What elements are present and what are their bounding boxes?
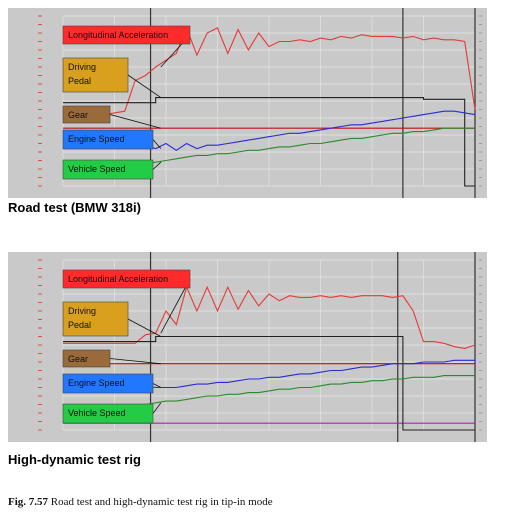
- legend-driving-pedal-box: [62, 301, 129, 337]
- test-rig-chart-svg: Longitudinal Acceleration Driving Pedal Gea…: [38, 252, 482, 442]
- test-rig-caption: High-dynamic test rig: [8, 452, 141, 467]
- legend-engine-speed-label: Engine Speed: [68, 378, 125, 388]
- legend-vehicle-speed-leader: [152, 161, 162, 170]
- legend-driving-pedal-leader: [127, 74, 162, 98]
- legend-engine-speed: Engine Speed: [62, 129, 162, 150]
- test-rig-chart: Longitudinal Acceleration Driving Pedal Gea…: [8, 252, 487, 442]
- figure-label: Fig. 7.57: [8, 496, 49, 508]
- legend-engine-speed-leader: [152, 139, 162, 149]
- legend-gear-label: Gear: [68, 110, 88, 120]
- legend-driving-pedal-box: [62, 57, 129, 93]
- legend-vehicle-speed-box: [62, 159, 154, 180]
- legend-gear-box: [62, 349, 111, 368]
- legend-gear-leader: [109, 358, 161, 365]
- road-test-chart: Longitudinal Acceleration Driving Pedal Gea…: [8, 8, 487, 198]
- legend-gear: Gear: [62, 105, 161, 129]
- series-driving-pedal: [63, 335, 475, 431]
- legend-driving-pedal: Driving Pedal: [62, 301, 162, 337]
- grid: [62, 15, 476, 187]
- legend-driving-pedal-label: Driving: [68, 62, 96, 72]
- legend-vehicle-speed-box: [62, 403, 154, 424]
- legend-vehicle-speed-label: Vehicle Speed: [68, 408, 126, 418]
- series-longitudinal-acceleration: [63, 26, 476, 116]
- legend-engine-speed-box: [62, 129, 154, 150]
- legend-engine-speed-leader: [152, 383, 162, 388]
- legend-longitudinal-acceleration-box: [62, 269, 191, 289]
- series-longitudinal-acceleration: [63, 285, 476, 349]
- legend-vehicle-speed: Vehicle Speed: [62, 402, 162, 424]
- legend-vehicle-speed: Vehicle Speed: [62, 159, 162, 180]
- legend-gear-label: Gear: [68, 354, 88, 364]
- road-test-caption: Road test (BMW 318i): [8, 200, 141, 215]
- legend-longitudinal-acceleration: Longitudinal Acceleration: [62, 25, 191, 68]
- grid: [62, 259, 476, 431]
- legend-gear-leader: [109, 114, 161, 129]
- legend-driving-pedal-label: Pedal: [68, 320, 91, 330]
- legend-engine-speed: Engine Speed: [62, 373, 162, 394]
- road-test-chart-svg: Longitudinal Acceleration Driving Pedal Gea…: [38, 8, 482, 198]
- legend-vehicle-speed-label: Vehicle Speed: [68, 164, 126, 174]
- legend-gear: Gear: [62, 349, 161, 368]
- legend-engine-speed-box: [62, 373, 154, 394]
- legend-longitudinal-acceleration: Longitudinal Acceleration: [62, 269, 191, 334]
- legend-longitudinal-acceleration-label: Longitudinal Acceleration: [68, 30, 168, 40]
- legend-driving-pedal-label: Driving: [68, 306, 96, 316]
- series-driving-pedal: [63, 97, 475, 187]
- legend-longitudinal-acceleration-box: [62, 25, 191, 45]
- figure-caption: Fig. 7.57 Road test and high-dynamic tes…: [8, 496, 273, 508]
- legend-driving-pedal-leader: [127, 318, 162, 337]
- legend-gear-box: [62, 105, 111, 124]
- legend-vehicle-speed-leader: [152, 402, 162, 414]
- legend-engine-speed-label: Engine Speed: [68, 134, 125, 144]
- legend-driving-pedal-label: Pedal: [68, 76, 91, 86]
- legend-driving-pedal: Driving Pedal: [62, 57, 162, 98]
- figure-text: Road test and high-dynamic test rig in t…: [48, 496, 273, 508]
- legend-longitudinal-acceleration-label: Longitudinal Acceleration: [68, 274, 168, 284]
